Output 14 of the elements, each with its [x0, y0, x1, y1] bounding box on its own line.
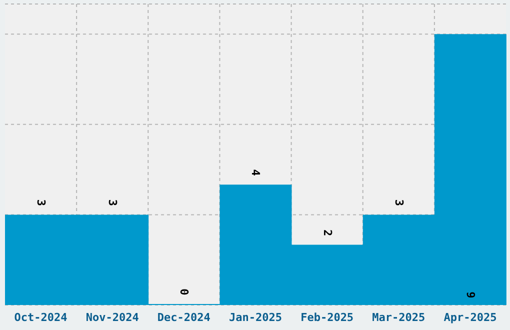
data-label: 0 — [178, 288, 191, 296]
x-tick-label: Jan-2025 — [229, 310, 282, 324]
data-label: 3 — [106, 199, 120, 206]
x-tick-label: Dec-2024 — [157, 310, 211, 324]
x-tick-label: Feb-2025 — [300, 310, 354, 324]
data-label: 3 — [392, 199, 406, 206]
x-tick-label: Mar-2025 — [372, 310, 426, 324]
data-label: 3 — [34, 199, 48, 206]
data-label: 9 — [464, 292, 477, 298]
x-tick-label: Nov-2024 — [86, 310, 140, 324]
x-tick-label: Oct-2024 — [14, 310, 68, 324]
x-tick-label: Apr-2025 — [444, 310, 497, 324]
data-label: 4 — [249, 169, 262, 176]
data-label: 2 — [320, 229, 334, 236]
